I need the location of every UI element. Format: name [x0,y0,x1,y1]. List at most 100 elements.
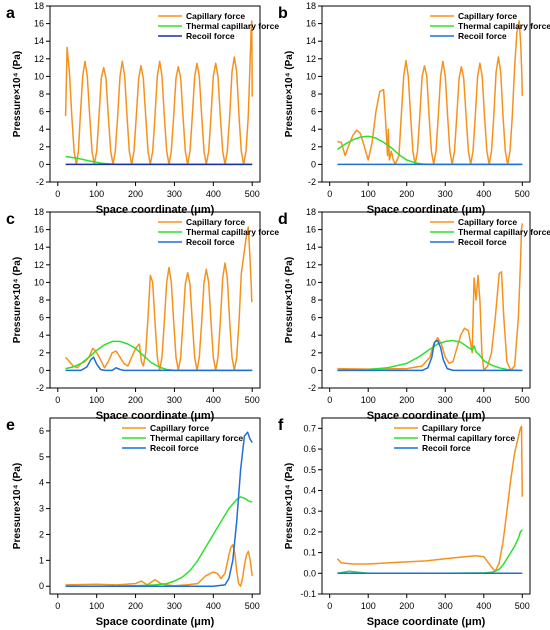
panel-letter: b [278,5,288,22]
panel-letter: e [6,417,15,434]
x-tick-label: 100 [89,189,104,199]
x-tick-label: 200 [128,601,143,611]
x-tick-label: 500 [245,189,260,199]
x-tick-label: 400 [476,395,491,405]
x-tick-label: 0 [327,189,332,199]
y-tick-label: 14 [34,36,44,46]
x-axis-label: Space coordinate (μm) [96,204,215,216]
y-tick-label: 2 [39,529,44,539]
x-axis-label: Space coordinate (μm) [367,616,486,628]
y-tick-label: 10 [34,277,44,287]
legend-entry: Capillary force [458,217,517,227]
x-tick-label: 100 [361,189,376,199]
y-tick-label: 1 [39,555,44,565]
y-tick-label: 8 [311,295,316,305]
y-tick-label: 4 [311,330,316,340]
y-tick-label: 12 [34,260,44,270]
x-tick-label: 400 [476,189,491,199]
y-tick-label: 2 [39,142,44,152]
chart-panel-d: 0 100 200 300 400 500 -2 0 2 4 6 8 10 12 14 16 18 Space c… [278,207,550,422]
y-tick-label: 6 [39,107,44,117]
y-tick-label: 16 [34,19,44,29]
y-tick-label: 4 [311,124,316,134]
series-line-thermal-capillary-force [337,339,523,372]
x-tick-label: 500 [245,395,260,405]
chart-panel-e: 0 100 200 300 400 500 0 1 2 3 4 5 6 Space coordinate … [6,417,261,628]
panel-letter: c [6,211,15,228]
x-tick-label: 300 [438,395,453,405]
x-tick-label: 0 [55,189,60,199]
panel-letter: d [278,211,288,228]
y-tick-label: -2 [308,383,316,393]
legend-entry: Recoil force [458,237,507,247]
y-tick-label: 8 [39,89,44,99]
legend-entry: Thermal capillary force [458,227,550,237]
x-tick-label: 100 [89,395,104,405]
series-line-thermal-capillary-force [65,496,253,587]
series-line-capillary-force [65,544,253,587]
y-tick-label: 6 [311,107,316,117]
y-tick-label: 18 [306,1,316,11]
x-tick-label: 400 [206,395,221,405]
legend-entry: Capillary force [186,11,245,21]
plot-frame [321,5,531,183]
panel-letter: f [278,417,284,434]
y-tick-label: 0 [39,159,44,169]
y-tick-label: 0 [39,365,44,375]
x-tick-label: 200 [399,189,414,199]
y-tick-label: 10 [306,277,316,287]
x-tick-label: 0 [55,601,60,611]
x-axis-label: Space coordinate (μm) [96,410,215,422]
y-tick-label: 2 [311,348,316,358]
x-tick-label: 100 [89,601,104,611]
x-tick-label: 300 [438,601,453,611]
y-tick-label: 0.6 [303,444,316,454]
y-tick-label: 8 [39,295,44,305]
plot-frame [321,417,531,595]
y-tick-label: 18 [34,1,44,11]
y-tick-label: 4 [39,330,44,340]
series-line-capillary-force [336,425,524,572]
x-tick-label: 200 [128,189,143,199]
x-axis-label: Space coordinate (μm) [96,616,215,628]
series-line-capillary-force [337,223,524,372]
y-tick-label: 14 [306,242,316,252]
x-tick-label: 100 [361,395,376,405]
y-tick-label: 6 [39,313,44,323]
y-tick-label: 8 [311,89,316,99]
x-tick-label: 0 [327,395,332,405]
y-tick-label: 10 [306,71,316,81]
y-tick-label: 4 [39,124,44,134]
y-tick-label: 3 [39,504,44,514]
plot-frame [321,211,531,389]
x-tick-label: 300 [167,189,182,199]
legend-entry: Thermal capillary force [458,21,550,31]
y-tick-label: 16 [306,225,316,235]
x-tick-label: 500 [515,601,530,611]
series-line-thermal-capillary-force [65,340,253,372]
chart-panel-b: 0 100 200 300 400 500 -2 0 2 4 6 8 10 12 14 16 18 Space c… [278,1,550,216]
chart-panel-c: 0 100 200 300 400 500 -2 0 2 4 6 8 10 12 14 16 18 Space c… [6,207,279,422]
x-tick-label: 500 [245,601,260,611]
x-tick-label: 200 [399,395,414,405]
chart-panel-f: 0 100 200 300 400 500 -0.1 0.0 0.1 0.2 0.3 0.4 0.5 0.… [278,417,531,628]
series-line-thermal-capillary-force [337,529,523,575]
series-line-recoil-force [65,356,253,372]
y-tick-label: 0.0 [303,568,316,578]
y-axis-label: Pressure×10⁴ (Pa) [12,463,23,549]
y-tick-label: 0.4 [303,485,316,495]
y-axis-label: Pressure×10⁴ (Pa) [284,51,295,137]
y-tick-label: 10 [34,71,44,81]
y-tick-label: 12 [34,54,44,64]
legend-entry: Thermal capillary force [150,433,243,443]
y-axis-label: Pressure×10⁴ (Pa) [12,257,23,343]
x-axis-label: Space coordinate (μm) [367,410,486,422]
x-tick-label: 0 [55,395,60,405]
legend-entry: Capillary force [422,423,481,433]
x-tick-label: 400 [206,601,221,611]
y-tick-label: 14 [34,242,44,252]
x-tick-label: 300 [167,395,182,405]
series-line-capillary-force [64,20,253,166]
y-tick-label: 0.5 [303,465,316,475]
